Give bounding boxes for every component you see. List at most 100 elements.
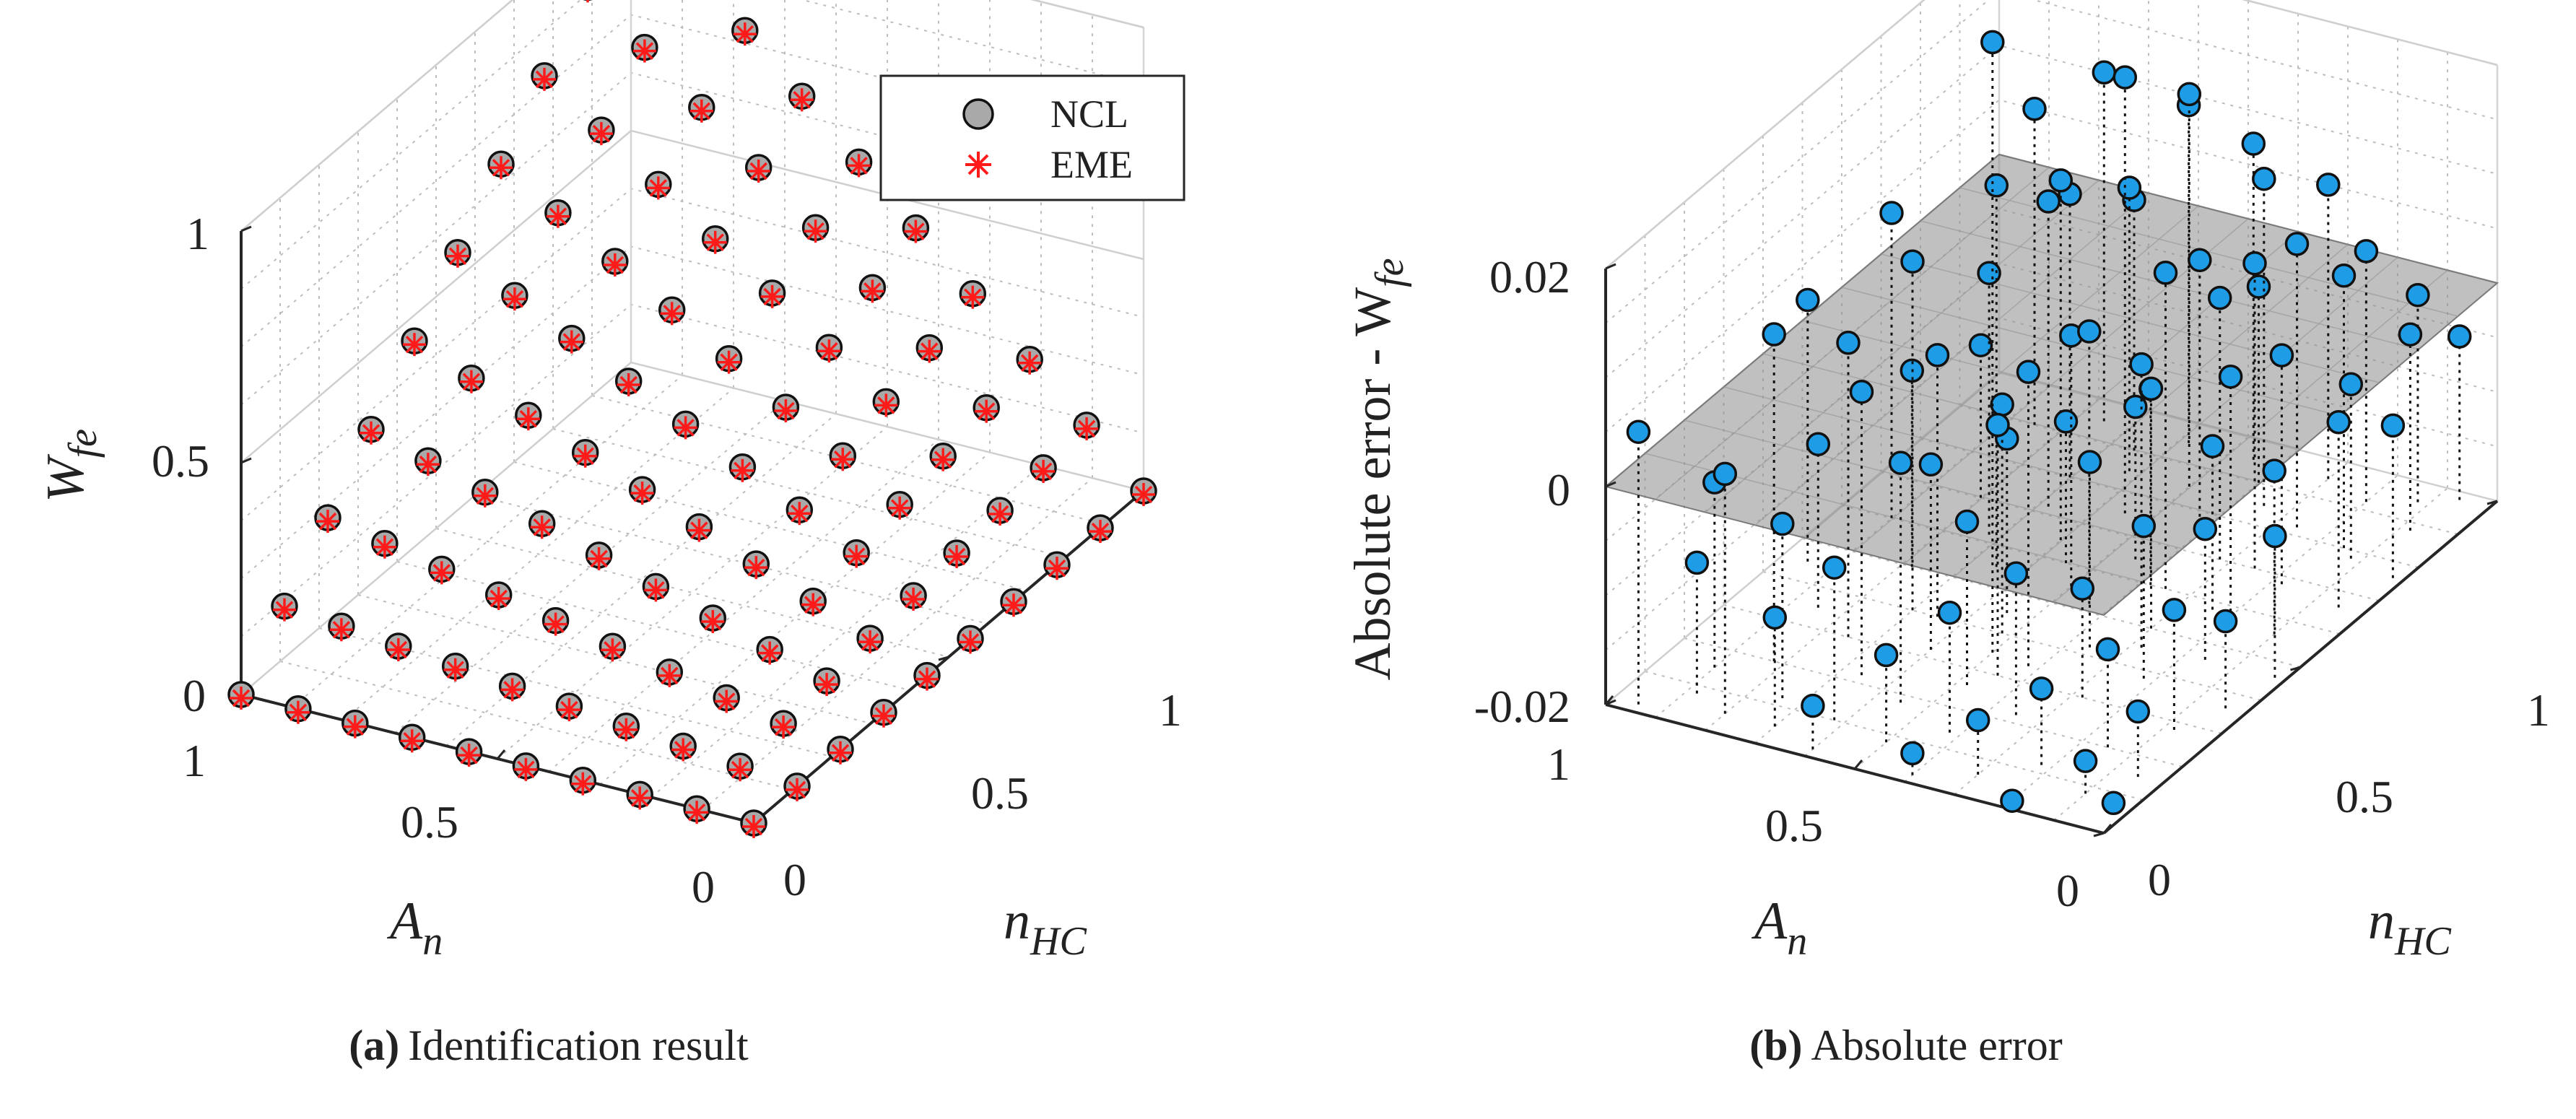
eme-point-stroke <box>1091 522 1110 541</box>
eme-point-stroke <box>332 621 351 639</box>
eme-point-stroke <box>947 547 966 566</box>
eme-point <box>557 698 581 722</box>
eme-point-stroke <box>1048 559 1066 578</box>
error-point <box>1684 550 1710 575</box>
error-point <box>2003 561 2029 585</box>
eme-point <box>286 700 310 724</box>
eme-point-stroke <box>604 641 622 659</box>
eme-point <box>459 370 483 393</box>
eme-point <box>546 204 570 228</box>
eme-point-stroke <box>834 450 852 469</box>
eme-point-stroke <box>788 780 806 799</box>
eme-point <box>931 448 955 471</box>
eme-point-stroke <box>592 124 611 143</box>
panel-b-caption: (b) Absolute error <box>1749 1022 2063 1069</box>
eme-point <box>603 253 627 277</box>
panel-a-y-tick-1: 1 <box>1159 684 1182 736</box>
error-point <box>1985 412 2010 437</box>
eme-point <box>902 588 926 611</box>
eme-point-stroke <box>547 615 565 633</box>
error-point <box>2316 173 2341 197</box>
error-point <box>2242 251 2267 276</box>
eme-point <box>733 22 757 46</box>
panel-a-y-axis-label: nHC <box>1004 892 1087 964</box>
eme-point-stroke <box>706 233 724 251</box>
eme-point <box>533 67 556 91</box>
eme-point <box>601 638 625 662</box>
error-point <box>2398 322 2423 347</box>
eme-point <box>1002 593 1025 617</box>
error-point <box>1977 261 2001 285</box>
eme-point <box>230 687 253 710</box>
error-point <box>2070 576 2095 601</box>
error-point <box>1836 331 1861 355</box>
eme-point-stroke <box>649 179 668 197</box>
panel-a-wall-z-grid-line <box>240 188 1144 522</box>
panel-a-x-tick-mark <box>496 749 506 759</box>
panel-b-z-tick-mark <box>1605 263 1616 270</box>
error-point <box>2262 458 2286 483</box>
eme-point-stroke <box>674 741 692 759</box>
eme-point <box>502 287 526 311</box>
error-point <box>2284 232 2310 256</box>
error-point <box>1879 201 1904 225</box>
eme-point <box>703 230 727 254</box>
eme-point <box>872 704 895 728</box>
eme-point <box>961 285 985 309</box>
panel-b-stems <box>1626 30 2472 816</box>
eme-point <box>1132 483 1155 506</box>
eme-point <box>386 638 410 661</box>
error-point <box>1925 343 1950 367</box>
error-point <box>2016 360 2041 384</box>
eme-point-stroke <box>777 401 795 420</box>
eme-point-stroke <box>961 633 980 651</box>
eme-point <box>343 715 367 739</box>
panel-a-x-tick-0.5: 0.5 <box>401 796 458 848</box>
eme-point-stroke <box>432 564 451 582</box>
eme-point <box>1045 557 1069 580</box>
panel-a-y-tick-mark <box>938 656 949 661</box>
eme-point <box>516 407 540 431</box>
error-point <box>1801 693 1825 718</box>
panel-b-z-tick-0.02: 0.02 <box>1489 251 1570 302</box>
panel-a-x-tick-0: 0 <box>692 861 715 913</box>
eme-point-stroke <box>647 581 665 599</box>
error-point <box>2131 513 2157 539</box>
panel-a-floor-grid-line <box>702 477 1093 811</box>
panel-a-floor-grid-line <box>394 400 786 734</box>
eme-point-stroke <box>633 484 651 502</box>
eme-point-stroke <box>734 461 752 480</box>
error-point <box>1984 173 2009 198</box>
error-point <box>1954 509 1980 534</box>
error-point <box>1900 249 1925 274</box>
eme-point-stroke <box>934 450 952 469</box>
eme-point <box>514 757 538 781</box>
panel-b-z-tick-0: 0 <box>1547 464 1570 515</box>
error-point <box>1918 452 1944 477</box>
eme-point-stroke <box>663 305 681 323</box>
error-point <box>1874 643 1899 668</box>
eme-point-stroke <box>847 547 866 565</box>
eme-point-stroke <box>318 512 337 531</box>
eme-point-stroke <box>964 288 982 306</box>
eme-point-stroke <box>630 789 649 807</box>
error-point <box>2138 376 2164 401</box>
eme-point <box>715 689 739 713</box>
eme-point-stroke <box>1004 596 1023 614</box>
eme-point-stroke <box>749 162 767 180</box>
eme-point-stroke <box>635 42 654 60</box>
eme-point-stroke <box>576 447 594 465</box>
error-point <box>2048 168 2074 193</box>
eme-point-stroke <box>744 817 763 836</box>
panel-a-floor-grid-line <box>357 594 871 724</box>
eme-point <box>788 502 811 526</box>
panel-a-z-tick-mark <box>240 225 252 232</box>
panel-a-x-tick-1: 1 <box>183 735 206 786</box>
panel-a-floor-grid-line <box>292 375 683 708</box>
error-point <box>1806 432 1831 456</box>
error-point <box>2095 637 2120 662</box>
error-point <box>2331 264 2357 288</box>
zero-plane-grid-line <box>2003 256 2398 590</box>
panel-a-z-tick-mark <box>240 457 252 464</box>
error-point <box>2077 450 2102 474</box>
